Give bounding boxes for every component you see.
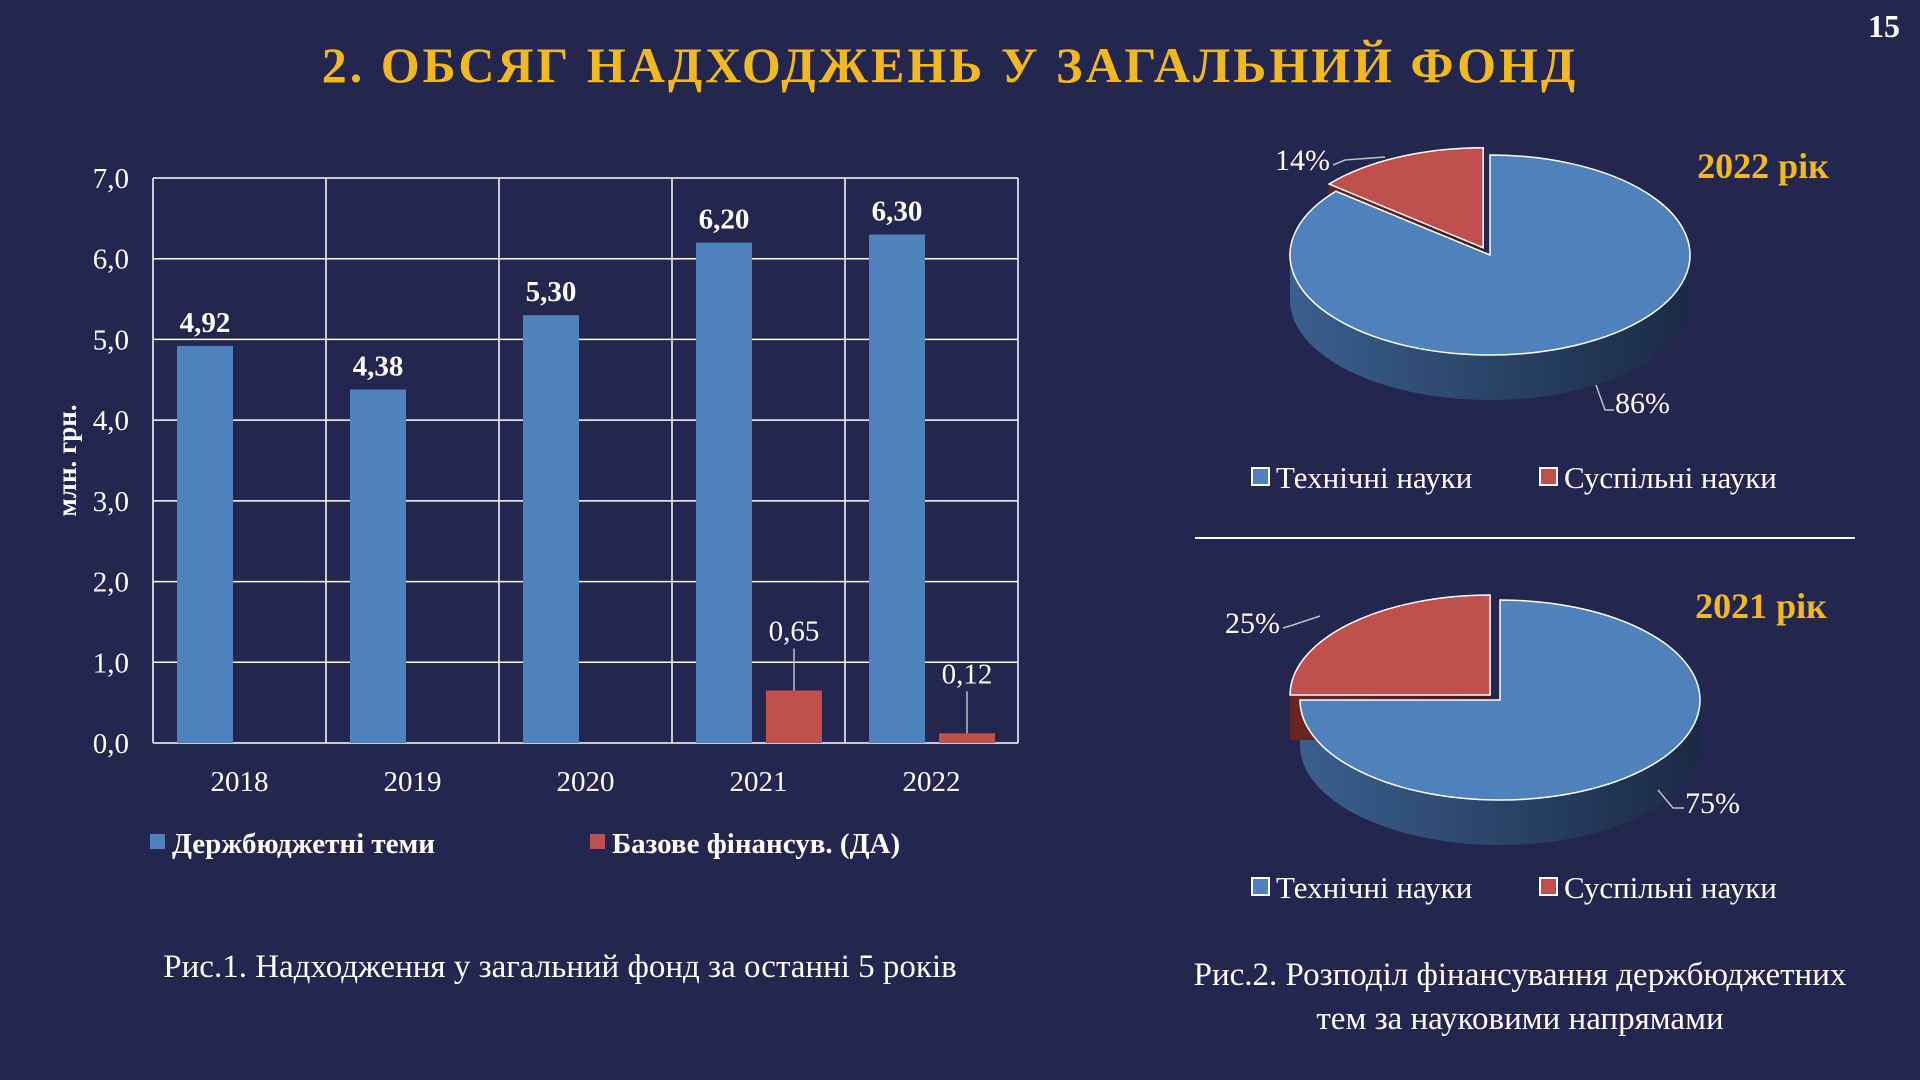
y-tick-label: 7,0 (93, 163, 129, 195)
pie-percent-label: 25% (1225, 607, 1280, 640)
pie-percent-label: 86% (1615, 387, 1670, 420)
legend-swatch (590, 834, 605, 849)
pie-slice-side (1300, 700, 1700, 845)
x-tick-label: 2019 (384, 766, 442, 798)
y-tick-label: 6,0 (93, 244, 129, 276)
bar (869, 234, 925, 743)
bar (939, 733, 995, 743)
legend-swatch (1251, 467, 1270, 486)
data-label: 4,38 (353, 350, 404, 382)
leader-line (1657, 789, 1684, 809)
y-tick-label: 2,0 (93, 567, 129, 599)
pie-slice-red (1289, 594, 1491, 696)
legend-swatch (1251, 877, 1270, 896)
legend-label: Суспільні науки (1564, 460, 1777, 495)
legend-swatch (150, 834, 165, 849)
pie-title: 2021 рік (1695, 586, 1827, 626)
figure-1-caption: Рис.1. Надходження у загальний фонд за о… (163, 949, 957, 985)
leader-line (1332, 156, 1386, 166)
bar (350, 389, 406, 743)
bar (766, 690, 822, 743)
data-label: 4,92 (180, 307, 231, 339)
divider (1195, 537, 1855, 539)
slide-title: 2. ОБСЯГ НАДХОДЖЕНЬ У ЗАГАЛЬНИЙ ФОНД (321, 37, 1579, 93)
data-label: 6,20 (699, 204, 750, 236)
pie-percent-label: 14% (1275, 144, 1330, 177)
y-tick-label: 4,0 (93, 405, 129, 437)
x-tick-label: 2021 (730, 766, 788, 798)
legend-label: Технічні науки (1276, 870, 1472, 905)
bar (177, 345, 233, 743)
bar-chart: 0,0 1,0 2,0 3,0 4,0 5,0 6,0 7,0 млн. грн. 2018 201… (52, 163, 1019, 860)
pie-title: 2022 рік (1697, 146, 1829, 186)
data-label: 0,12 (942, 658, 993, 690)
leader-line (1282, 615, 1321, 629)
data-label: 6,30 (872, 196, 923, 228)
legend-label: Технічні науки (1276, 460, 1472, 495)
pie-percent-label: 75% (1685, 787, 1740, 820)
figure-2-caption: Рис.2. Розподіл фінансування держбюджетн… (1120, 953, 1920, 1041)
x-tick-label: 2022 (903, 766, 961, 798)
y-tick-label: 5,0 (93, 324, 129, 356)
pie-chart-2021: 25% 75% 2021 рік Технічні науки Суспільні на… (1225, 586, 1827, 905)
pie-slice-red (1327, 147, 1484, 249)
leader-line (1595, 384, 1614, 411)
legend-swatch (1539, 467, 1558, 486)
bar (696, 242, 752, 744)
legend-swatch (1539, 877, 1558, 896)
legend-label: Базове фінансув. (ДА) (612, 828, 900, 860)
data-label: 0,65 (769, 616, 820, 648)
y-tick-label: 1,0 (93, 647, 129, 679)
pie-slice-blue (1299, 599, 1701, 801)
figure-2-caption-line-2: тем за науковими напрямами (1316, 1001, 1724, 1037)
legend-label: Суспільні науки (1564, 870, 1777, 905)
y-tick-label: 3,0 (93, 486, 129, 518)
y-axis-label: млн. грн. (52, 404, 82, 516)
figure-2-caption-line-1: Рис.2. Розподіл фінансування держбюджетн… (1193, 957, 1847, 993)
y-tick-label: 0,0 (93, 728, 129, 760)
x-tick-label: 2018 (211, 766, 269, 798)
x-tick-label: 2020 (557, 766, 615, 798)
pie-slice-side (1290, 255, 1690, 400)
pie-chart-2022: 14% 86% 2022 рік Технічні науки Суспільні на… (1251, 144, 1829, 495)
legend-label: Держбюджетні теми (172, 828, 435, 860)
bar (523, 315, 579, 743)
data-label: 5,30 (526, 276, 577, 308)
page-number: 15 (1868, 8, 1900, 44)
pie-slice-blue (1289, 154, 1691, 356)
